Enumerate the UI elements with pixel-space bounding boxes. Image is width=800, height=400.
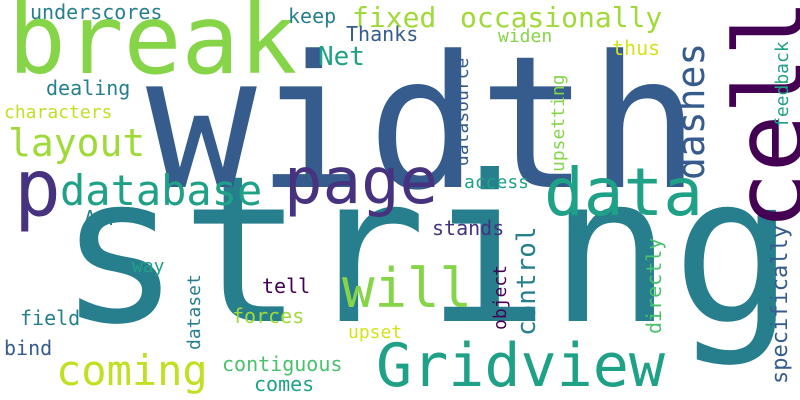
word-data: data	[544, 154, 703, 231]
word-thus: thus	[612, 36, 661, 60]
word-break: break	[8, 0, 297, 96]
word-asp: ASP	[84, 206, 121, 230]
word-keep: keep	[288, 4, 337, 28]
word-dataset: dataset	[184, 274, 205, 350]
word-string: string	[58, 133, 795, 370]
word-characters: characters	[4, 102, 113, 123]
word-p: p	[14, 144, 61, 234]
word-way: way	[132, 256, 165, 277]
word-comes: comes	[254, 372, 315, 396]
word-tell: tell	[262, 274, 311, 298]
word-fixed: fixed	[352, 1, 437, 34]
word-forces: forces	[232, 304, 305, 328]
word-access: access	[464, 172, 530, 193]
word-coming: coming	[56, 346, 208, 395]
word-width: width	[146, 17, 700, 231]
word-net: Net	[318, 42, 365, 72]
word-underscores: underscores	[30, 0, 163, 24]
word-thanks: Thanks	[346, 22, 419, 46]
word-upsetting: upsetting	[548, 74, 569, 172]
word-specifically: specifically	[768, 225, 793, 384]
word-widen: widen	[498, 26, 553, 47]
word-dealing: dealing	[46, 76, 131, 100]
word-stands: stands	[432, 216, 505, 240]
word-contiguous: contiguous	[222, 352, 343, 376]
word-database: database	[60, 166, 263, 215]
word-upset: upset	[348, 322, 403, 343]
word-feedback: feedback	[772, 41, 793, 128]
word-will: will	[342, 257, 473, 320]
word-object: object	[490, 264, 511, 330]
word-directly: directly	[642, 237, 666, 334]
word-layout: layout	[8, 121, 146, 165]
word-datasource: datasource	[452, 57, 473, 166]
word-bind: bind	[4, 336, 53, 360]
word-occasionally: occasionally	[460, 1, 663, 34]
word-control: control	[512, 226, 542, 336]
word-page: page	[284, 145, 439, 219]
word-dashes: dashes	[669, 42, 713, 180]
word-field: field	[20, 306, 81, 330]
word-gridview: Gridview	[376, 331, 665, 400]
